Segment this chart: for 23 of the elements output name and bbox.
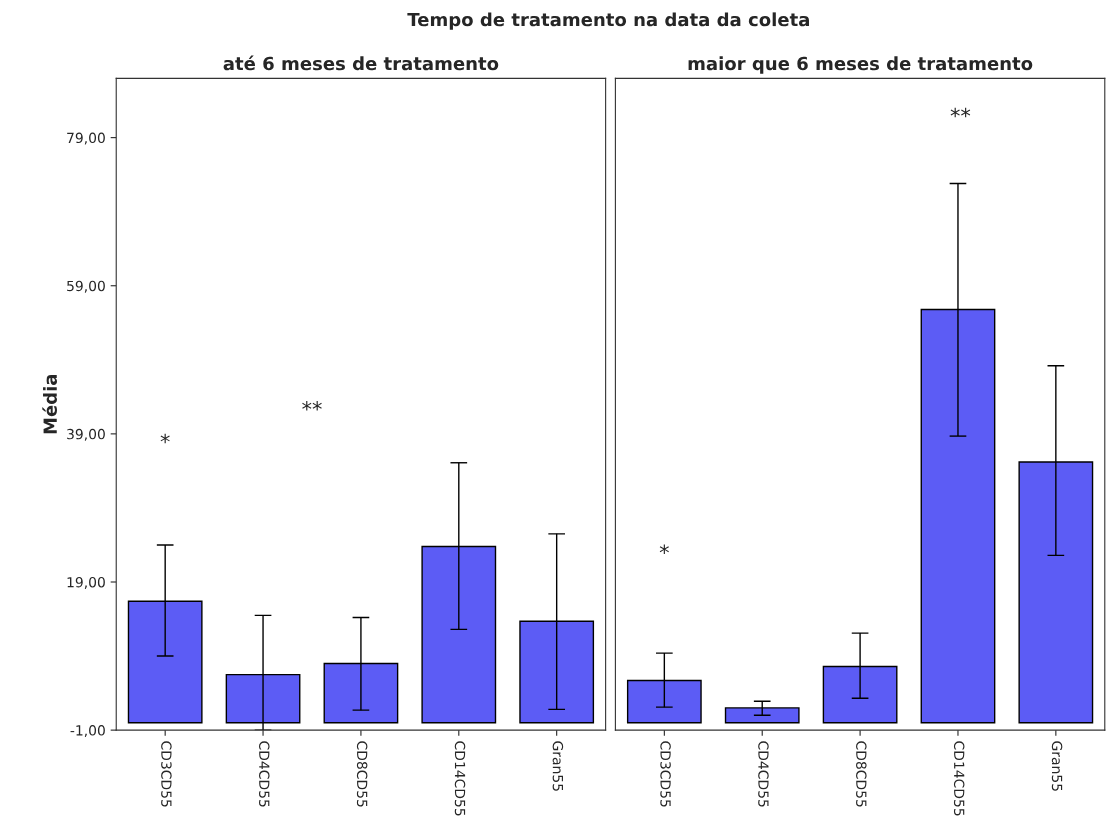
x-tick-label: CD3CD55 [660,741,671,807]
chart-subtitle: até 6 meses de tratamento [223,55,499,71]
y-tick-label: 19,00 [67,576,105,589]
x-tick-label: CD4CD55 [758,741,769,807]
y-tick-label: 59,00 [67,280,105,293]
x-tick-label: CD8CD55 [356,741,368,807]
x-tick-label: CD14CD55 [953,741,965,816]
annotation: * [160,433,170,444]
y-tick-label: 79,00 [67,132,105,145]
x-tick-label: CD3CD55 [161,741,172,807]
y-tick-label: 39,00 [67,428,105,441]
x-tick-label: CD8CD55 [856,741,867,807]
annotation: ** [950,107,971,118]
chart-title: Tempo de tratamento na data da coleta [407,12,809,30]
x-tick-label: Gran55 [552,741,564,791]
x-tick-label: CD4CD55 [259,741,270,807]
y-axis-title: Média [42,374,57,434]
annotation: ** [302,401,322,411]
y-tick-label: -1,00 [70,725,105,738]
x-tick-label: CD14CD55 [454,741,466,816]
annotation: * [659,544,669,554]
x-tick-label: Gran55 [1051,741,1063,791]
chart-subtitle: maior que 6 meses de tratamento [688,56,1033,74]
